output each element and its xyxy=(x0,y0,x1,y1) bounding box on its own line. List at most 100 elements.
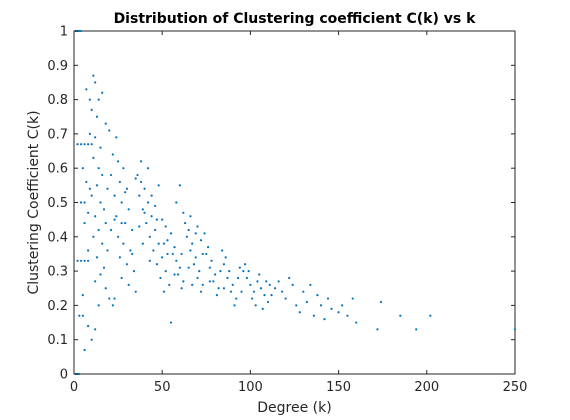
data-point xyxy=(205,252,208,256)
data-point xyxy=(131,252,134,256)
data-point xyxy=(228,270,231,273)
data-point xyxy=(194,256,197,259)
data-point xyxy=(118,256,121,259)
data-point xyxy=(263,294,266,297)
points-layer xyxy=(74,29,517,376)
data-point xyxy=(141,208,144,211)
data-point xyxy=(337,311,340,314)
data-point xyxy=(85,180,88,184)
data-point xyxy=(214,273,217,276)
data-point xyxy=(222,263,226,266)
data-point xyxy=(81,314,84,317)
data-point xyxy=(102,266,106,269)
y-tick-label: 0.9 xyxy=(47,59,68,74)
data-point xyxy=(208,280,211,283)
data-point xyxy=(104,122,107,125)
data-point xyxy=(176,273,180,276)
data-point xyxy=(247,270,250,273)
data-point xyxy=(94,81,97,84)
data-point xyxy=(251,297,254,300)
data-point xyxy=(217,287,220,290)
data-point xyxy=(355,321,358,324)
x-tick-label: 0 xyxy=(70,380,78,395)
data-point xyxy=(85,88,88,91)
data-point xyxy=(159,276,162,280)
data-point xyxy=(155,263,159,266)
x-axis-label: Degree (k) xyxy=(257,400,331,416)
data-point xyxy=(210,259,213,262)
data-point xyxy=(182,280,185,283)
data-point xyxy=(256,280,259,283)
data-point xyxy=(94,328,97,331)
data-point xyxy=(129,249,132,252)
x-tick-label: 100 xyxy=(238,380,263,395)
data-point xyxy=(199,239,203,242)
data-point xyxy=(169,232,173,235)
data-point xyxy=(78,29,81,33)
data-point xyxy=(199,290,203,293)
data-point xyxy=(141,242,144,245)
data-point xyxy=(316,294,319,297)
data-point xyxy=(92,74,95,77)
data-point xyxy=(295,304,298,307)
data-point xyxy=(101,91,104,94)
data-point xyxy=(124,221,127,225)
data-point xyxy=(150,194,153,197)
y-tick-label: 0.6 xyxy=(47,162,68,177)
data-point xyxy=(99,146,102,149)
data-point xyxy=(224,256,227,259)
data-point xyxy=(78,372,81,376)
data-point xyxy=(94,136,97,139)
data-point xyxy=(323,318,326,321)
data-point xyxy=(376,328,379,331)
data-point xyxy=(148,259,151,262)
data-point xyxy=(201,252,204,256)
data-point xyxy=(281,290,284,293)
data-point xyxy=(161,256,164,259)
data-point xyxy=(249,283,252,286)
data-point xyxy=(109,228,113,232)
x-tick-label: 150 xyxy=(326,380,351,395)
y-tick-label: 0.1 xyxy=(47,333,68,348)
data-point xyxy=(127,283,130,286)
data-point xyxy=(196,225,199,228)
data-point xyxy=(221,249,224,252)
data-point xyxy=(191,242,194,245)
data-point xyxy=(108,129,111,132)
data-point xyxy=(122,167,125,170)
data-point xyxy=(185,235,188,238)
data-point xyxy=(87,143,90,146)
data-point xyxy=(113,297,116,300)
y-tick-label: 1 xyxy=(60,25,68,40)
data-point xyxy=(291,283,294,286)
data-point xyxy=(189,215,192,218)
data-point xyxy=(244,263,247,266)
data-point xyxy=(106,187,109,190)
data-point xyxy=(266,300,270,304)
data-point xyxy=(83,348,86,352)
data-point xyxy=(178,266,181,269)
data-point xyxy=(145,221,148,225)
data-point xyxy=(127,208,130,211)
data-point xyxy=(97,304,100,307)
data-point xyxy=(162,290,166,293)
x-tick-label: 250 xyxy=(503,380,528,395)
data-point xyxy=(238,266,241,269)
data-point xyxy=(125,187,129,190)
data-point xyxy=(226,276,229,280)
data-point xyxy=(302,290,305,293)
data-point xyxy=(94,280,97,283)
data-point xyxy=(117,160,120,163)
data-point xyxy=(201,283,204,286)
data-point xyxy=(143,211,146,214)
data-point xyxy=(319,304,323,307)
data-point xyxy=(88,132,91,135)
data-point xyxy=(92,235,95,238)
data-point xyxy=(113,194,116,197)
data-point xyxy=(104,287,107,290)
data-point xyxy=(139,180,143,184)
data-point xyxy=(97,167,100,170)
data-point xyxy=(155,218,159,221)
data-point xyxy=(102,208,106,211)
data-point xyxy=(95,256,99,259)
